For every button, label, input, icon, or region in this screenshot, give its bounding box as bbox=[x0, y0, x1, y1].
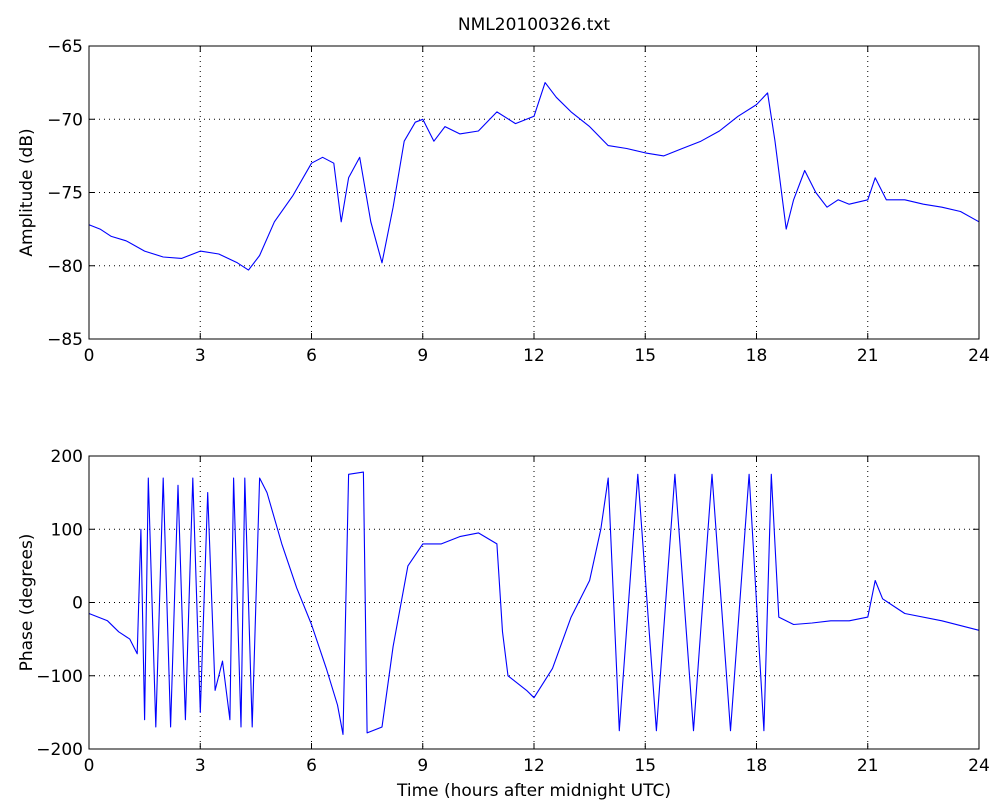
y-tick-label: −85 bbox=[47, 330, 83, 350]
axes-2: 0 3 6 9 12 15 18 21 24 −200 −100 0 100 200 Phase (degr… bbox=[17, 447, 990, 801]
x-tick-label: 9 bbox=[417, 756, 428, 776]
y-tick-label: −80 bbox=[47, 257, 83, 277]
plots: 0 3 6 9 12 15 18 21 24 −85 −80 −75 −70 −65 Amplitude (… bbox=[17, 37, 990, 801]
x-tick-label: 12 bbox=[523, 346, 545, 366]
y-tick-label: 0 bbox=[72, 594, 83, 614]
y-tick-label: −75 bbox=[47, 184, 83, 204]
y-tick-label: −65 bbox=[47, 37, 83, 57]
series-line-1 bbox=[88, 82, 980, 271]
y-tick-label: −70 bbox=[47, 110, 83, 130]
x-axis-label: Time (hours after midnight UTC) bbox=[396, 781, 671, 801]
x-tick-label: 24 bbox=[968, 346, 990, 366]
y-tick-label: 200 bbox=[51, 447, 83, 467]
y-tick-label: −100 bbox=[36, 667, 83, 687]
series-line-1 bbox=[88, 471, 980, 735]
x-tick-label: 15 bbox=[634, 756, 656, 776]
x-tick-label: 6 bbox=[306, 346, 317, 366]
x-tick-label: 18 bbox=[746, 346, 768, 366]
x-tick-label: 15 bbox=[634, 346, 656, 366]
x-tick-label: 18 bbox=[746, 756, 768, 776]
x-tick-label: 3 bbox=[195, 346, 206, 366]
axes-1: 0 3 6 9 12 15 18 21 24 −85 −80 −75 −70 −65 Amplitude (… bbox=[17, 37, 990, 366]
y-axis-label: Amplitude (dB) bbox=[17, 128, 37, 256]
x-tick-label: 21 bbox=[857, 756, 879, 776]
x-tick-label: 0 bbox=[84, 346, 95, 366]
x-tick-label: 3 bbox=[195, 756, 206, 776]
y-axis-label: Phase (degrees) bbox=[17, 534, 37, 672]
x-tick-label: 0 bbox=[84, 756, 95, 776]
x-tick-label: 6 bbox=[306, 756, 317, 776]
x-tick-label: 9 bbox=[417, 346, 428, 366]
y-tick-label: 100 bbox=[51, 520, 83, 540]
x-tick-label: 12 bbox=[523, 756, 545, 776]
figure-title: NML20100326.txt bbox=[458, 15, 611, 35]
x-tick-label: 21 bbox=[857, 346, 879, 366]
y-tick-label: −200 bbox=[36, 740, 83, 760]
x-tick-label: 24 bbox=[968, 756, 990, 776]
